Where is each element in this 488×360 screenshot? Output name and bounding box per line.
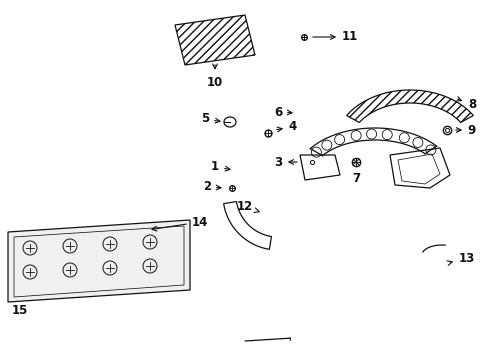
Polygon shape <box>8 220 190 302</box>
Text: 3: 3 <box>273 156 297 168</box>
Text: 9: 9 <box>455 123 475 136</box>
Text: 4: 4 <box>276 121 297 134</box>
Text: 8: 8 <box>455 96 475 112</box>
Text: 1: 1 <box>210 161 229 174</box>
Text: 12: 12 <box>236 201 259 213</box>
Text: 14: 14 <box>152 216 208 231</box>
Polygon shape <box>175 15 254 65</box>
Text: 13: 13 <box>446 252 474 265</box>
Text: 10: 10 <box>206 64 223 89</box>
Text: 15: 15 <box>12 303 28 316</box>
Text: 11: 11 <box>312 31 357 44</box>
Text: 5: 5 <box>201 112 220 126</box>
Text: 7: 7 <box>351 171 359 184</box>
Text: 6: 6 <box>273 105 291 118</box>
Text: 2: 2 <box>203 180 221 194</box>
Polygon shape <box>346 90 472 122</box>
